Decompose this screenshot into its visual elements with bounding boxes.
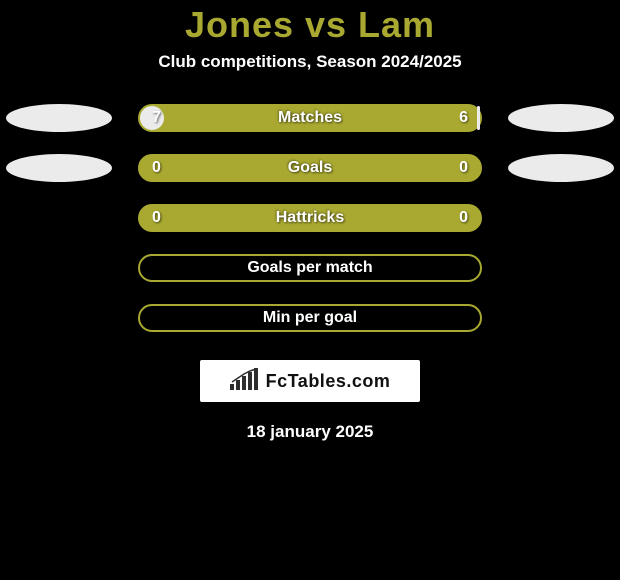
stat-pill: Goals per match (138, 254, 482, 282)
stat-label: Hattricks (140, 209, 480, 227)
stat-row: Hattricks0 0 (0, 204, 620, 232)
stat-row: Min per goal (0, 304, 620, 332)
stat-rows: Matches76Goals00Hattricks00Goals per mat… (0, 104, 620, 332)
stat-value-right: 6 (459, 109, 468, 127)
branding-icon (230, 368, 260, 395)
player2-marker (508, 104, 614, 132)
player1-marker (6, 104, 112, 132)
stat-value-right: 0 (459, 209, 468, 227)
stat-row: Matches76 (0, 104, 620, 132)
player2-marker (508, 154, 614, 182)
page-subtitle: Club competitions, Season 2024/2025 (0, 52, 620, 72)
stat-value-right: 0 (459, 159, 468, 177)
comparison-infographic: Jones vs Lam Club competitions, Season 2… (0, 0, 620, 580)
stat-row: Goals per match (0, 254, 620, 282)
stat-fill-left (140, 106, 164, 130)
player1-marker (6, 154, 112, 182)
branding-text: FcTables.com (266, 371, 391, 392)
stat-row: Goals0 0 (0, 154, 620, 182)
stat-pill: Matches76 (138, 104, 482, 132)
stat-value-left: 0 (152, 159, 161, 177)
stat-label: Goals (140, 159, 480, 177)
stat-label: Min per goal (140, 309, 480, 327)
footer-date: 18 january 2025 (0, 422, 620, 442)
stat-label: Matches (140, 109, 480, 127)
branding-badge: FcTables.com (200, 360, 420, 402)
stat-label: Goals per match (140, 259, 480, 277)
stat-fill-right (477, 106, 480, 130)
page-title: Jones vs Lam (0, 4, 620, 46)
stat-value-left: 0 (152, 209, 161, 227)
stat-pill: Hattricks0 0 (138, 204, 482, 232)
stat-pill: Min per goal (138, 304, 482, 332)
stat-pill: Goals0 0 (138, 154, 482, 182)
